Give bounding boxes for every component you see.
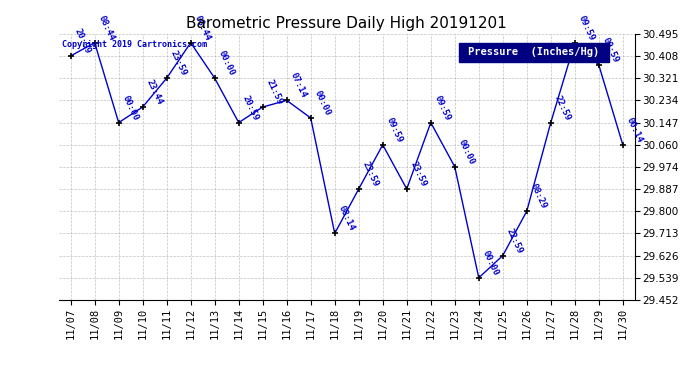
Text: 20:59: 20:59: [72, 27, 92, 55]
Text: Copyright 2019 Cartronics.com: Copyright 2019 Cartronics.com: [61, 40, 206, 50]
Text: 22:59: 22:59: [504, 226, 524, 255]
Title: Barometric Pressure Daily High 20191201: Barometric Pressure Daily High 20191201: [186, 16, 507, 31]
Text: 20:59: 20:59: [240, 94, 260, 122]
Text: Pressure  (Inches/Hg): Pressure (Inches/Hg): [469, 47, 600, 57]
Text: 00:14: 00:14: [624, 116, 644, 144]
Text: 08:44: 08:44: [97, 14, 116, 42]
Text: 00:59: 00:59: [600, 36, 620, 64]
Text: 09:59: 09:59: [384, 116, 404, 144]
Text: 23:44: 23:44: [144, 78, 164, 106]
Text: 08:14: 08:14: [337, 204, 356, 232]
Text: 07:14: 07:14: [288, 72, 308, 100]
Text: 00:00: 00:00: [217, 49, 236, 77]
Text: 00:00: 00:00: [120, 94, 140, 122]
Text: 00:00: 00:00: [313, 89, 332, 117]
Text: 23:59: 23:59: [360, 160, 380, 188]
Text: 09:59: 09:59: [576, 14, 596, 42]
Text: 08:29: 08:29: [529, 182, 548, 210]
Text: 08:44: 08:44: [193, 14, 212, 42]
Text: 21:59: 21:59: [264, 78, 284, 106]
Text: 00:00: 00:00: [480, 249, 500, 277]
Text: 00:00: 00:00: [456, 138, 476, 166]
Text: 09:59: 09:59: [433, 94, 452, 122]
Bar: [459, 43, 609, 62]
Text: 23:59: 23:59: [408, 160, 428, 188]
Text: 23:59: 23:59: [168, 49, 188, 77]
Text: 22:59: 22:59: [553, 94, 572, 122]
